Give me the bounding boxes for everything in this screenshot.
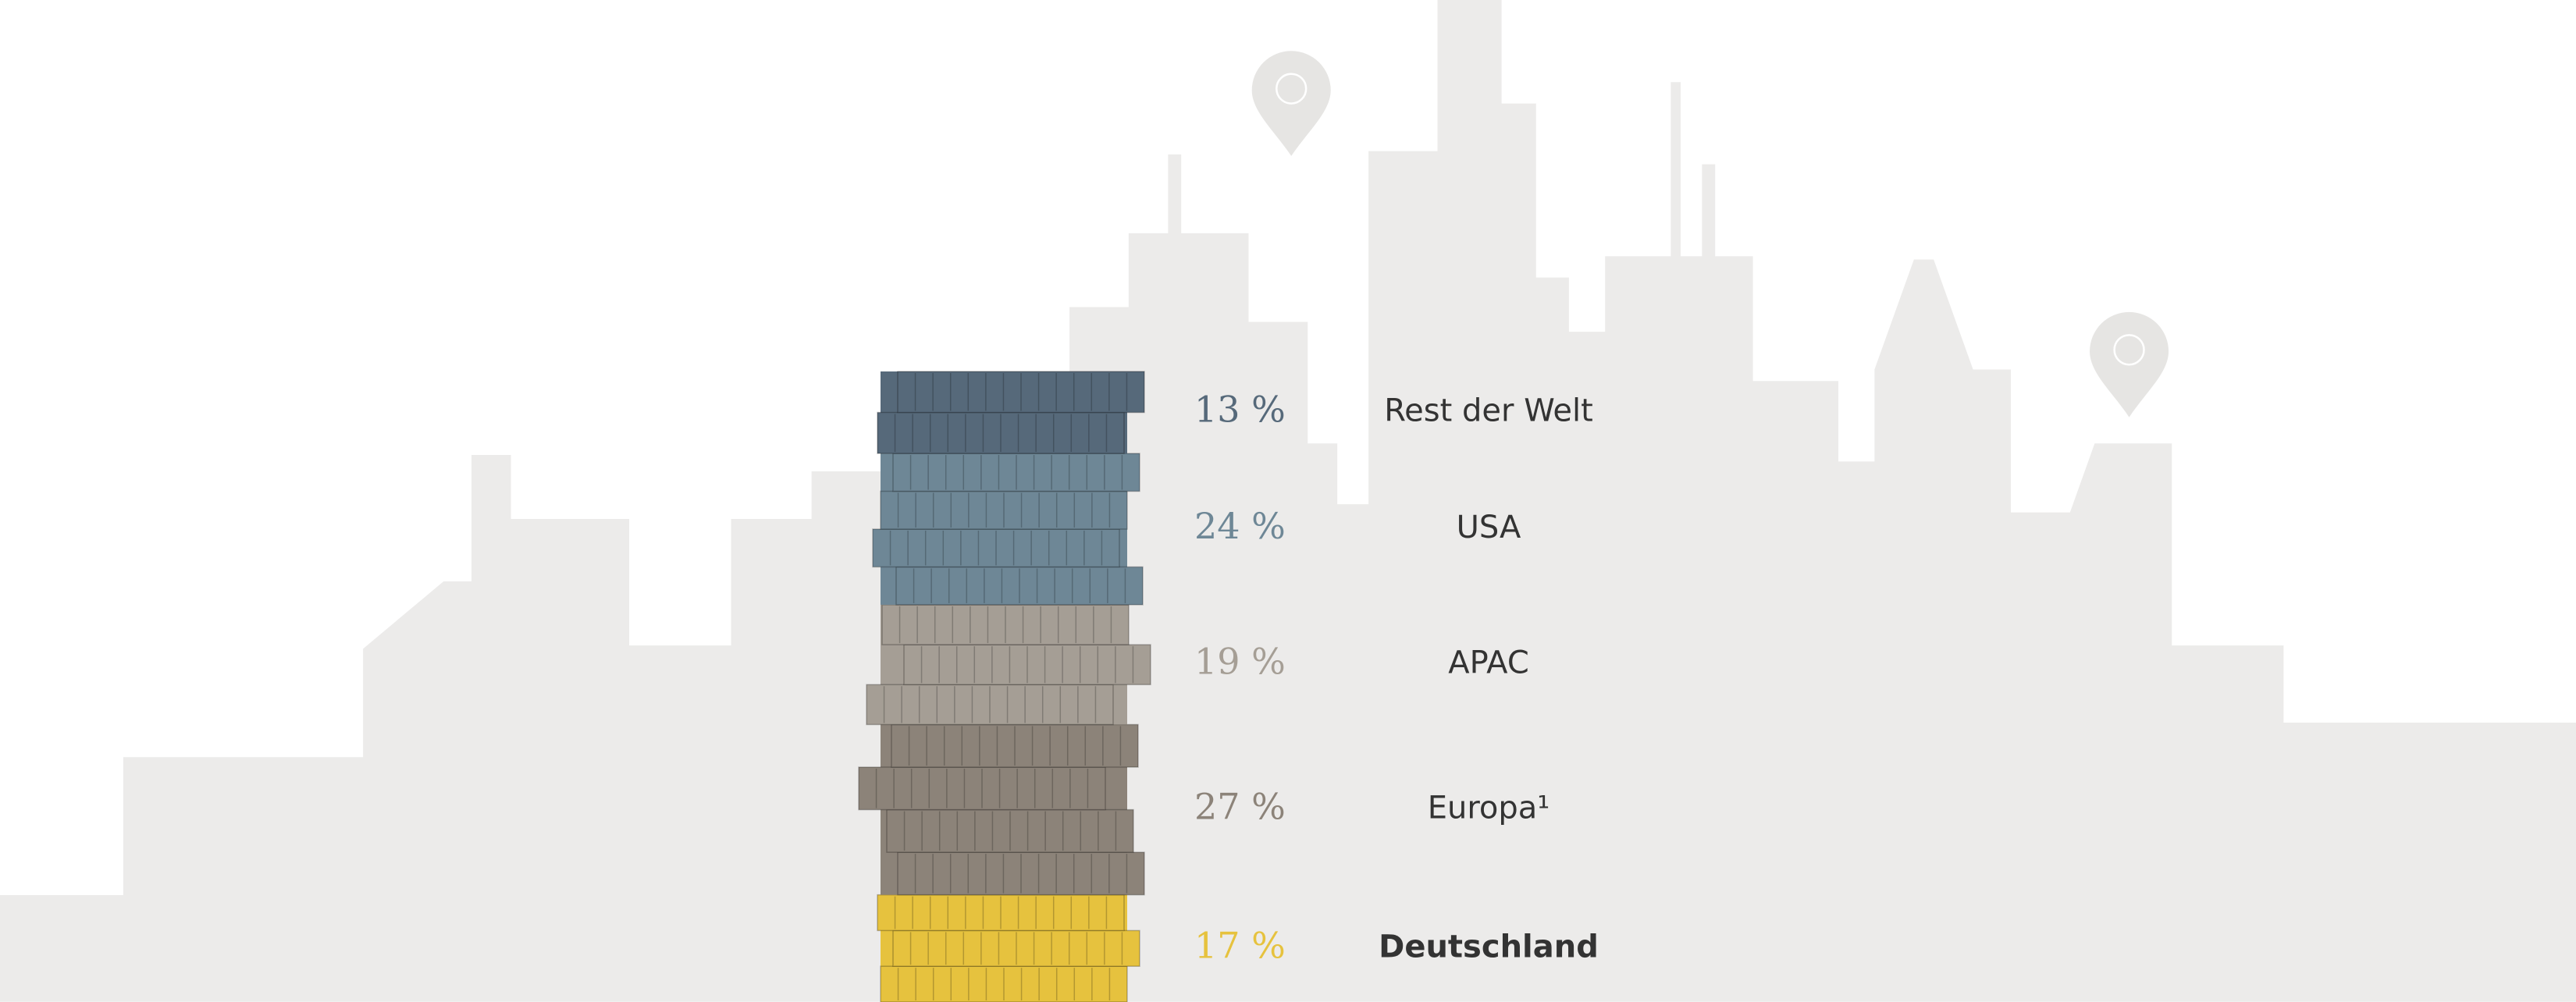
coin-segment — [877, 371, 1145, 454]
coin-row — [881, 604, 1130, 645]
percent-label: 13 % — [1194, 389, 1286, 431]
coin-row — [892, 929, 1140, 967]
map-pin-dot — [1276, 73, 1308, 105]
percent-label: 24 % — [1194, 505, 1286, 547]
coin-row — [886, 808, 1134, 853]
percent-label: 19 % — [1194, 641, 1286, 683]
region-label: Rest der Welt — [1384, 393, 1593, 429]
percent-label: 27 % — [1194, 786, 1286, 828]
region-label: USA — [1457, 510, 1521, 545]
region-label: APAC — [1448, 645, 1529, 681]
coin-row — [880, 490, 1128, 530]
map-pin-dot — [2113, 334, 2145, 366]
region-label: Europa¹ — [1428, 791, 1550, 826]
coin-row — [877, 894, 1125, 932]
coin-segment — [858, 723, 1145, 896]
region-label: Deutschland — [1379, 929, 1599, 965]
coin-row — [858, 766, 1106, 811]
coin-row — [880, 965, 1128, 1002]
coin-row — [891, 723, 1139, 768]
coin-segment — [866, 604, 1151, 726]
coin-row — [897, 851, 1145, 896]
coin-segment — [872, 453, 1144, 606]
coin-segment — [877, 894, 1140, 1002]
coin-row — [897, 371, 1145, 414]
coin-row — [877, 411, 1125, 454]
percent-label: 17 % — [1194, 924, 1286, 966]
